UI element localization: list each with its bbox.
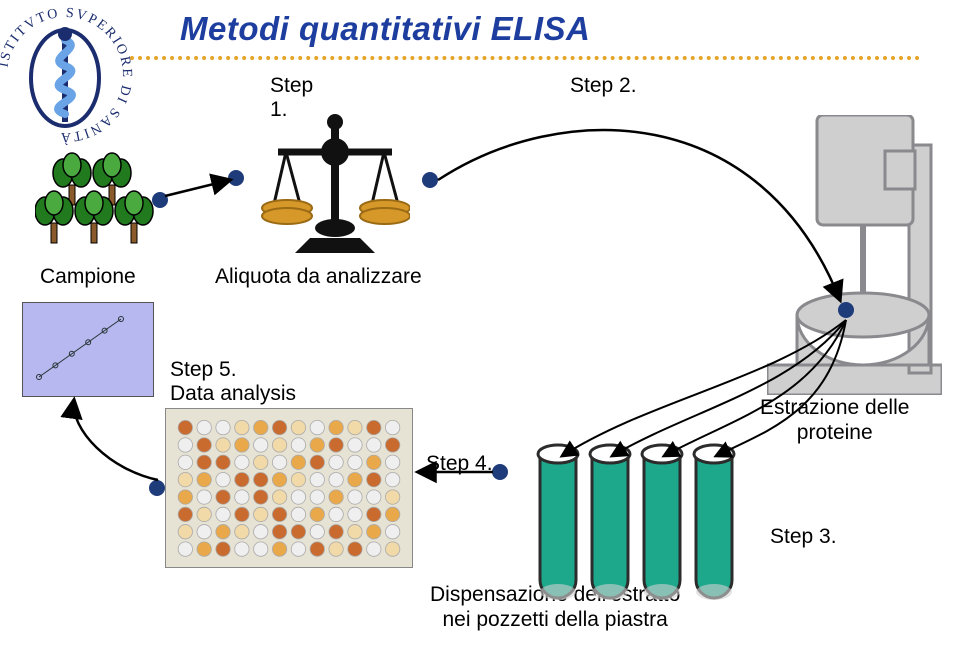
campione-caption: Campione xyxy=(40,265,136,289)
test-tubes xyxy=(530,442,740,612)
grinder-icon xyxy=(767,115,942,395)
step-2-label: Step 2. xyxy=(570,74,637,98)
balance-scale-icon xyxy=(260,108,410,258)
dotted-divider xyxy=(130,56,920,60)
step-4-label: Step 4. xyxy=(426,452,493,476)
step-3-label: Step 3. xyxy=(770,525,837,549)
campione-plants xyxy=(35,145,155,255)
estrazione-caption: Estrazione delle proteine xyxy=(760,395,909,445)
institute-seal: ISTITVTO SVPERIORE DI SANITÀ xyxy=(0,0,135,150)
aliquota-caption: Aliquota da analizzare xyxy=(215,265,422,289)
step-5-label: Step 5. Data analysis xyxy=(170,358,296,406)
well-plate xyxy=(165,408,413,568)
analysis-slide xyxy=(22,302,154,397)
page-title: Metodi quantitativi ELISA xyxy=(180,10,590,48)
